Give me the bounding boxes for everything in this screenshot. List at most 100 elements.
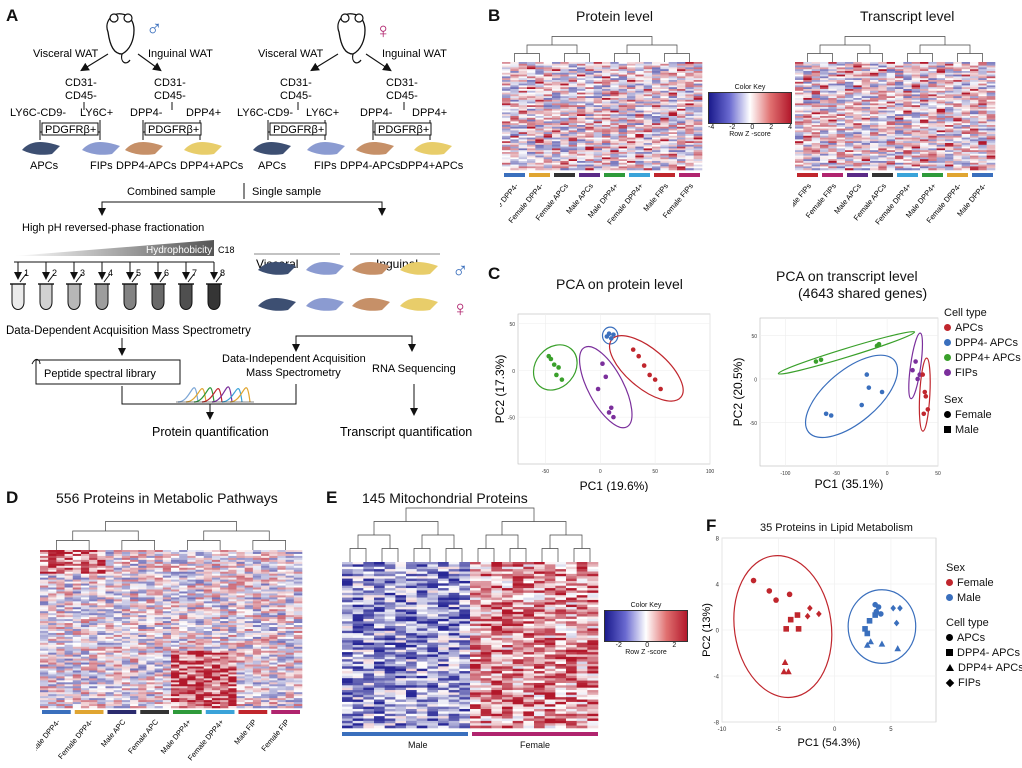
male-mouse-icon [106, 13, 135, 64]
y-tick-label: -4 [714, 675, 720, 681]
data-point [878, 611, 884, 617]
male-cell-dpp4pos: DPP4+APCs [180, 160, 244, 172]
data-point [876, 341, 882, 347]
data-point [804, 612, 811, 620]
data-point [818, 357, 824, 363]
data-point [866, 385, 872, 390]
data-point [923, 394, 929, 399]
fraction-number: 4 [108, 268, 113, 278]
data-point [813, 359, 819, 364]
data-point [630, 347, 636, 352]
x-tick-label: -5 [776, 727, 782, 733]
x-tick-label: -50 [833, 471, 840, 477]
legend-item-apc: APCs [944, 320, 1021, 335]
data-point [606, 410, 612, 415]
column-label: Female FIP [259, 718, 291, 753]
group-color-bar [629, 173, 650, 177]
x-tick-label: -50 [542, 469, 549, 475]
data-point [600, 361, 605, 366]
color-key-gradient [708, 92, 792, 124]
data-point [875, 604, 882, 610]
data-point [773, 597, 779, 603]
scale-tick: -4 [708, 124, 715, 131]
lipid-pca-plot: -10 -5 0 5 8 4 0 -4 -8 PC1 (54.3%) PC2 (13%) [701, 537, 937, 749]
cluster-ellipse [908, 332, 924, 400]
dpp4neg-cell-icon [356, 142, 394, 155]
female-pdgfr-i: PDGFRβ+ [378, 124, 429, 136]
pca-transcript-title: PCA on transcript level [776, 268, 918, 284]
data-point [893, 619, 900, 627]
tube-icon [207, 283, 221, 310]
apc-cell-icon [22, 142, 60, 155]
x-axis-label: PC1 (19.6%) [580, 479, 649, 492]
data-point [641, 363, 647, 368]
data-point [807, 604, 813, 612]
panel-a-letter: A [6, 6, 19, 25]
female-ly-neg: LY6C-CD9- [237, 107, 293, 119]
female-cell-dpp4pos: DPP4+APCs [400, 160, 464, 172]
dda-label: Data-Dependent Acquisition Mass Spectrom… [6, 325, 251, 337]
legend-sex-title: Sex [946, 561, 965, 574]
female-ly-pos: LY6C+ [306, 107, 339, 119]
tube-icon [151, 283, 165, 310]
spectral-library-label: Peptide spectral library [44, 368, 156, 380]
data-point [864, 630, 871, 637]
data-point [915, 376, 920, 382]
legend-item-dpp4pos: DPP4+ APCs [946, 660, 1022, 675]
data-point [922, 389, 928, 395]
scale-label: Row Z -score [729, 131, 771, 138]
data-point [556, 365, 561, 370]
group-color-bar [972, 173, 993, 177]
male-symbol-single: ♂ [452, 258, 469, 283]
panel-f-title: 35 Proteins in Lipid Metabolism [760, 522, 913, 534]
group-color-bar [238, 710, 268, 714]
y-tick-label: 0 [512, 369, 515, 375]
panel-e-letter: E [326, 488, 338, 507]
data-point [823, 411, 829, 417]
scale-tick: -2 [729, 124, 736, 131]
chromatogram-icon [176, 386, 254, 403]
y-tick-label: 0 [716, 629, 720, 635]
data-point [863, 641, 871, 648]
single-sample-cells [258, 262, 438, 311]
data-point [595, 386, 601, 392]
data-point [780, 668, 788, 675]
group-color-bar [107, 710, 137, 714]
dia-label-2: Mass Spectrometry [246, 367, 341, 379]
heatmap-cells [40, 550, 303, 709]
data-point [913, 359, 918, 364]
color-key-b: Color Key -4 -2 0 2 4 Row Z -score [708, 84, 792, 138]
panel-e-title: 145 Mitochondrial Proteins [362, 490, 528, 506]
y-tick-label: -8 [714, 721, 720, 727]
male-group-bar [342, 732, 468, 736]
group-color-bar [140, 710, 169, 714]
heatmap-cells [795, 62, 996, 171]
y-axis-label: PC2 (20.5%) [731, 358, 745, 427]
scale-tick: 2 [672, 642, 677, 649]
column-label: Male FIP [232, 718, 258, 747]
legend-item-dpp4pos: DPP4+ APCs [944, 350, 1021, 365]
male-pdgfr-i: PDGFRβ+ [148, 124, 199, 136]
data-point [658, 386, 663, 392]
data-point [890, 604, 896, 612]
data-point [920, 372, 926, 377]
female-cd-v-2: CD45- [280, 90, 312, 102]
fraction-number: 6 [164, 268, 169, 278]
data-point [554, 372, 559, 378]
heatmap-cells [502, 62, 703, 171]
cluster-ellipse [918, 357, 931, 432]
group-color-bar [922, 173, 943, 177]
color-key-gradient [604, 610, 688, 642]
data-point [878, 640, 886, 647]
male-inguinal-label: Inguinal WAT [148, 48, 213, 60]
group-color-bar [947, 173, 968, 177]
data-point [864, 372, 870, 377]
panel-b-letter: B [488, 6, 501, 25]
rnaseq-label: RNA Sequencing [372, 363, 456, 375]
y-tick-label: 0 [754, 377, 757, 383]
fraction-number: 3 [80, 268, 85, 278]
male-dpp-neg: DPP4- [130, 107, 163, 119]
group-color-bar [173, 710, 202, 714]
data-point [611, 414, 616, 420]
female-cell-dpp4neg: DPP4-APCs [340, 160, 401, 172]
